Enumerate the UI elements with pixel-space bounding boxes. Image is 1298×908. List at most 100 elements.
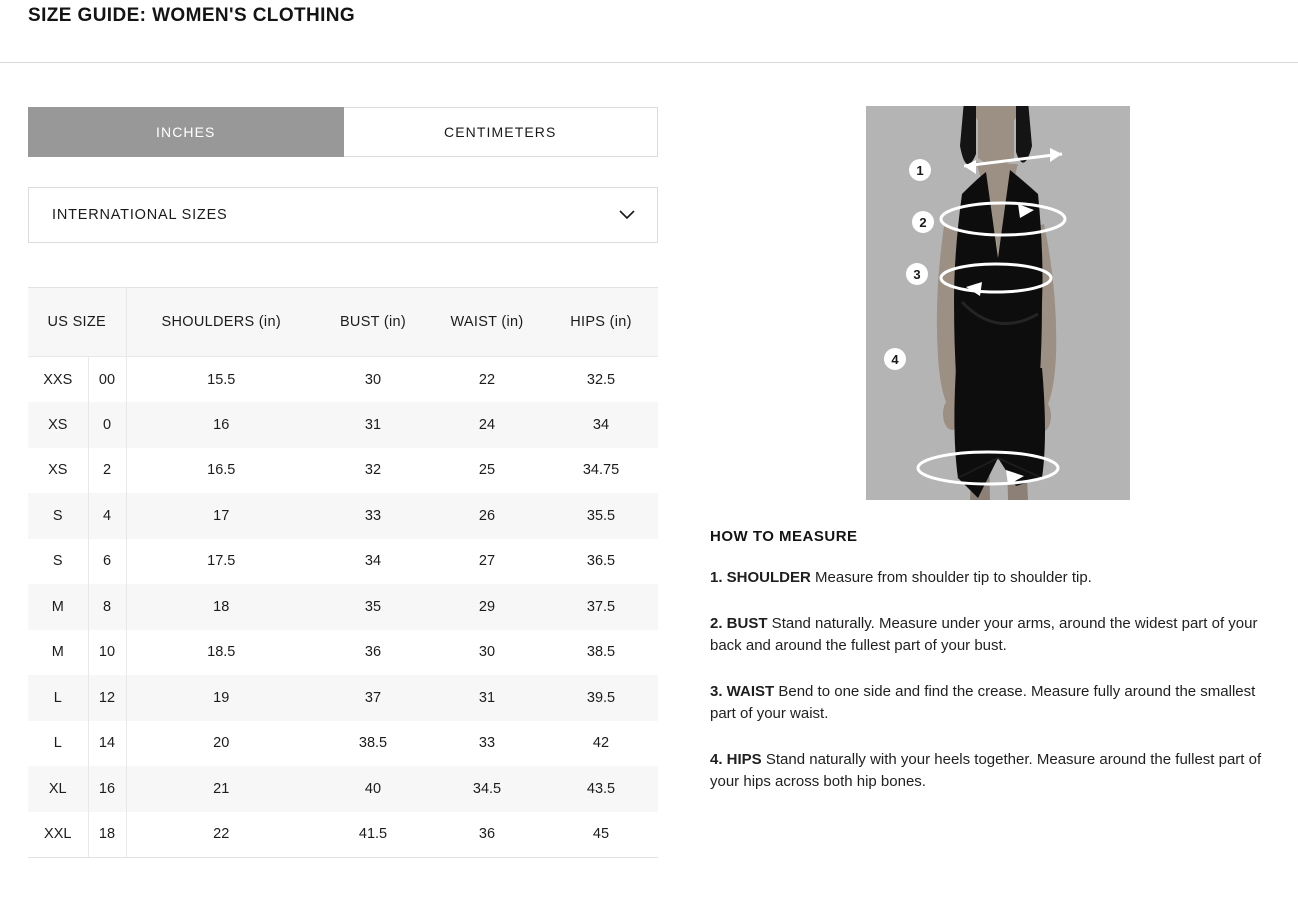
cell-hips: 45: [544, 811, 658, 858]
cell-us-size-number: 12: [88, 675, 127, 721]
cell-hips: 34: [592, 416, 610, 433]
cell-us-size-number: 8: [88, 584, 127, 630]
cell-us-size-number: 00: [88, 356, 127, 402]
page-title: SIZE GUIDE: WOMEN'S CLOTHING: [28, 5, 356, 26]
measure-step-text: Bend to one side and find the crease. Me…: [710, 682, 1256, 723]
cell-hips: 37.5: [586, 598, 616, 615]
chevron-down-icon: [619, 210, 635, 220]
header-divider: [0, 62, 1298, 63]
cell-us-size-number: 6: [88, 538, 127, 584]
measure-step-text: Stand naturally. Measure under your arms…: [710, 614, 1258, 655]
cell-shoulders: 19: [213, 689, 230, 706]
table-header-row: US SIZE SHOULDERS (in) BUST (in) WAIST (…: [28, 287, 658, 357]
measurement-diagram-image: 1 2 3 4: [866, 106, 1130, 500]
cell-bust: 31: [364, 416, 382, 433]
cell-shoulders: 18.5: [207, 644, 236, 661]
table-row: M 10 18.5 36 30 38.5: [28, 629, 658, 675]
tab-centimeters[interactable]: CENTIMETERS: [343, 107, 658, 157]
size-system-dropdown[interactable]: INTERNATIONAL SIZES: [28, 187, 658, 243]
size-chart-table: US SIZE SHOULDERS (in) BUST (in) WAIST (…: [28, 287, 658, 858]
measure-step-text: Stand naturally with your heels together…: [710, 750, 1262, 791]
measure-step-label: 2. BUST: [710, 614, 768, 632]
table-header: US SIZE SHOULDERS (in) BUST (in) WAIST (…: [28, 287, 658, 357]
cell-us-size-letter: XS: [28, 447, 89, 493]
cell-us-size-number: 10: [88, 629, 127, 675]
measure-step-text: Measure from shoulder tip to shoulder ti…: [810, 569, 1092, 586]
cell-us-size-letter: XL: [28, 766, 89, 812]
cell-waist: 31: [478, 689, 496, 706]
cell-hips: 43.5: [586, 780, 616, 797]
cell-shoulders: 22: [126, 811, 316, 858]
unit-toggle-group: INCHES CENTIMETERS: [28, 107, 658, 157]
column-header-bust: BUST (in): [316, 287, 430, 357]
marker-2: 2: [912, 211, 934, 233]
model-illustration: 1 2 3 4: [866, 106, 1130, 500]
cell-hips: 39.5: [586, 689, 616, 706]
table-row: S 6 17.5 34 27 36.5: [28, 538, 658, 584]
table-row: XXL 18 22 41.5 36 45: [28, 811, 658, 858]
measure-step-label: 3. WAIST: [710, 682, 775, 700]
cell-us-size-letter: M: [28, 584, 89, 630]
table-row: M 8 18 35 29 37.5: [28, 584, 658, 630]
cell-us-size-letter: S: [28, 493, 89, 539]
table-row: S 4 17 33 26 35.5: [28, 493, 658, 539]
cell-shoulders: 15.5: [207, 371, 236, 388]
column-header-hips: HIPS (in): [544, 287, 658, 357]
svg-text:3: 3: [913, 267, 920, 282]
cell-us-size-number: 4: [88, 493, 127, 539]
size-system-value: INTERNATIONAL SIZES: [52, 207, 228, 223]
cell-shoulders: 17: [213, 507, 230, 524]
table-row: XXS 00 15.5 30 22 32.5: [28, 356, 658, 402]
how-to-measure-section: HOW TO MEASURE 1. SHOULDER Measure from …: [710, 528, 1275, 817]
marker-3: 3: [906, 263, 928, 285]
svg-text:1: 1: [916, 163, 923, 178]
measure-step: 2. BUST Stand naturally. Measure under y…: [710, 613, 1275, 658]
cell-shoulders: 16: [213, 416, 230, 433]
tab-inches[interactable]: INCHES: [28, 107, 344, 157]
cell-us-size-letter: M: [28, 629, 89, 675]
how-to-measure-title: HOW TO MEASURE: [710, 528, 858, 545]
measure-steps-list: 1. SHOULDER Measure from shoulder tip to…: [710, 567, 1275, 794]
cell-hips: 35.5: [586, 507, 616, 524]
cell-hips: 36.5: [586, 553, 616, 570]
cell-us-size-letter: L: [28, 675, 89, 721]
cell-shoulders: 18: [213, 598, 230, 615]
cell-bust: 38.5: [358, 735, 388, 752]
cell-bust: 35: [364, 598, 382, 615]
waist-measure-ellipse: [939, 262, 1053, 296]
cell-hips: 32.5: [586, 371, 616, 388]
cell-us-size-letter: S: [28, 538, 89, 584]
cell-waist: 26: [478, 507, 496, 524]
cell-us-size-letter: XS: [28, 402, 89, 448]
measure-step: 1. SHOULDER Measure from shoulder tip to…: [710, 567, 1275, 590]
cell-hips: 42: [592, 735, 610, 752]
cell-us-size-number: 0: [88, 402, 127, 448]
cell-bust: 32: [364, 462, 382, 479]
cell-shoulders: 17.5: [207, 553, 236, 570]
bust-measure-ellipse: [939, 201, 1067, 237]
hips-measure-ellipse: [916, 450, 1060, 486]
svg-text:2: 2: [919, 215, 926, 230]
cell-waist: 25: [478, 462, 496, 479]
cell-waist: 24: [478, 416, 496, 433]
cell-us-size-number: 18: [88, 811, 127, 858]
measure-step-label: 4. HIPS: [710, 750, 762, 768]
measure-step-label: 1. SHOULDER: [710, 569, 811, 586]
measure-step: 3. WAIST Bend to one side and find the c…: [710, 681, 1275, 726]
cell-waist: 30: [478, 644, 496, 661]
column-header-waist: WAIST (in): [430, 287, 544, 357]
cell-waist: 22: [478, 371, 496, 388]
cell-bust: 30: [364, 371, 382, 388]
cell-bust: 37: [364, 689, 382, 706]
measure-step: 4. HIPS Stand naturally with your heels …: [710, 749, 1275, 794]
table-body: XXS 00 15.5 30 22 32.5 XS 0 16 31 24 34 XS 2 16.5 32 25 3…: [28, 356, 658, 858]
cell-shoulders: 20: [213, 735, 230, 752]
cell-shoulders: 21: [213, 780, 230, 797]
marker-4: 4: [884, 348, 906, 370]
cell-bust: 33: [364, 507, 382, 524]
cell-us-size-number: 2: [88, 447, 127, 493]
cell-bust: 41.5: [316, 811, 430, 858]
cell-bust: 34: [364, 553, 382, 570]
table-row: XS 2 16.5 32 25 34.75: [28, 447, 658, 493]
column-header-us-size: US SIZE: [28, 287, 127, 357]
